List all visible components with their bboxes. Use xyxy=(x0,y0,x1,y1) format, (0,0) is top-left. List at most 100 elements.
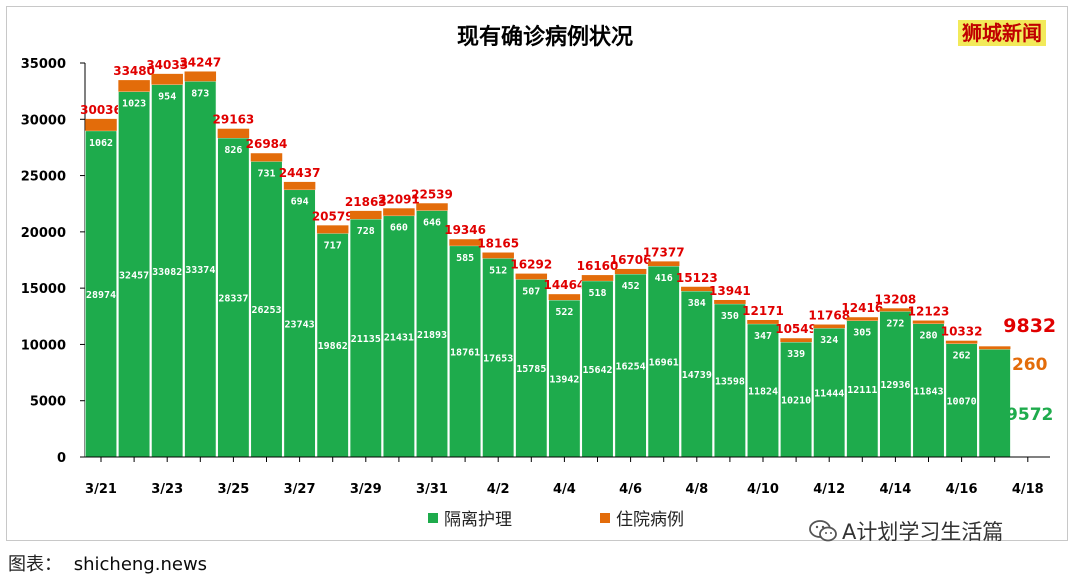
label-isolation: 17653 xyxy=(483,354,513,365)
label-total: 30036 xyxy=(80,103,122,117)
label-isolation: 11843 xyxy=(913,386,943,397)
label-isolation: 28974 xyxy=(86,290,116,301)
bar-hospital xyxy=(118,80,150,92)
label-total: 16706 xyxy=(610,253,652,267)
label-isolation: 14739 xyxy=(682,370,712,381)
bar-hospital xyxy=(681,286,713,292)
label-isolation: 26253 xyxy=(251,305,281,316)
bar-hospital xyxy=(780,338,812,343)
y-tick-label: 10000 xyxy=(21,338,66,353)
y-tick-label: 35000 xyxy=(21,57,66,72)
label-total: 33480 xyxy=(113,64,155,78)
label-hospital: 324 xyxy=(820,335,838,346)
bar-hospital xyxy=(846,317,879,321)
y-tick-label: 30000 xyxy=(21,113,66,128)
x-tick-label: 4/10 xyxy=(747,482,779,497)
label-isolation: 21893 xyxy=(417,330,447,341)
x-tick-label: 3/25 xyxy=(217,482,249,497)
y-tick-label: 5000 xyxy=(30,395,66,410)
label-total: 12123 xyxy=(908,305,950,319)
bar-isolation xyxy=(978,348,1011,458)
bar-hospital xyxy=(250,153,283,162)
x-tick-label: 4/2 xyxy=(487,482,510,497)
label-isolation: 16961 xyxy=(649,358,679,369)
bar-hospital xyxy=(283,181,316,190)
x-tick-label: 4/12 xyxy=(813,482,845,497)
x-tick-label: 4/18 xyxy=(1012,482,1044,497)
bar-hospital xyxy=(879,308,912,312)
bar-hospital xyxy=(184,71,217,82)
bar-isolation xyxy=(482,257,515,458)
label-total: 12416 xyxy=(841,301,883,315)
bar-isolation xyxy=(780,341,813,458)
x-tick-label: 3/23 xyxy=(151,482,183,497)
bar-hospital xyxy=(614,268,647,275)
label-hospital: 954 xyxy=(158,92,176,103)
label-hospital: 347 xyxy=(754,331,772,342)
label-isolation: 28337 xyxy=(218,294,248,305)
label-hospital: 717 xyxy=(324,240,342,251)
wechat-icon xyxy=(808,519,838,543)
label-hospital: 384 xyxy=(688,298,706,309)
label-total: 10549 xyxy=(775,322,817,336)
bar-hospital xyxy=(912,320,945,324)
label-isolation: 10070 xyxy=(947,396,977,407)
bar-isolation xyxy=(746,323,780,458)
legend-item-isolation: 隔离护理 xyxy=(428,505,512,530)
bar-isolation xyxy=(581,280,614,458)
label-total: 15123 xyxy=(676,271,718,285)
bar-isolation xyxy=(879,311,912,458)
label-hospital: 873 xyxy=(191,88,209,99)
bar-hospital xyxy=(416,203,448,211)
label-isolation: 15642 xyxy=(582,365,612,376)
label-isolation: 21431 xyxy=(384,332,414,343)
label-hospital: 728 xyxy=(357,226,375,237)
source-note: 图表： shicheng.news xyxy=(8,550,207,576)
label-total: 16292 xyxy=(510,258,552,272)
label-total: 34247 xyxy=(179,55,221,69)
y-tick-label: 0 xyxy=(57,451,66,466)
bar-hospital xyxy=(581,275,614,281)
label-hospital: 522 xyxy=(555,307,573,318)
bar-hospital xyxy=(647,261,680,267)
x-tick-label: 4/8 xyxy=(685,482,708,497)
label-hospital: 1062 xyxy=(89,138,113,149)
y-tick-label: 20000 xyxy=(21,226,66,241)
x-tick-label: 3/27 xyxy=(284,482,316,497)
label-total: 11768 xyxy=(808,309,850,323)
label-total: 22091 xyxy=(378,192,420,206)
label-isolation: 9572 xyxy=(1006,405,1053,425)
watermark-text: A计划学习生活篇 xyxy=(842,520,1004,544)
bar-hospital xyxy=(482,252,514,259)
label-total: 24437 xyxy=(279,166,321,180)
x-tick-label: 3/21 xyxy=(85,482,117,497)
bar-hospital xyxy=(383,208,415,216)
y-tick-label: 15000 xyxy=(21,282,66,297)
label-total: 13208 xyxy=(875,292,917,306)
bar-hospital xyxy=(978,346,1011,350)
legend-swatch-hospital xyxy=(600,512,610,523)
bar-hospital xyxy=(449,239,481,246)
x-tick-label: 3/31 xyxy=(416,482,448,497)
bar-hospital xyxy=(747,319,779,324)
bar-isolation xyxy=(349,218,382,458)
bar-isolation xyxy=(945,343,978,458)
bar-isolation xyxy=(647,265,680,458)
x-tick-label: 4/6 xyxy=(619,482,642,497)
bar-hospital xyxy=(316,225,349,234)
label-hospital: 518 xyxy=(588,288,606,299)
chart-title: 现有确诊病例状况 xyxy=(457,24,633,50)
label-isolation: 16254 xyxy=(616,362,646,373)
bar-isolation xyxy=(548,299,581,458)
label-total: 21863 xyxy=(345,195,387,209)
label-total: 18165 xyxy=(477,237,519,251)
label-isolation: 33374 xyxy=(185,265,215,276)
bar-isolation xyxy=(151,84,184,458)
label-isolation: 13942 xyxy=(549,375,579,386)
bar-hospital xyxy=(548,294,581,301)
x-tick-label: 4/4 xyxy=(553,482,576,497)
legend-swatch-isolation xyxy=(428,512,438,523)
label-isolation: 15785 xyxy=(516,364,546,375)
label-hospital: 731 xyxy=(257,168,275,179)
